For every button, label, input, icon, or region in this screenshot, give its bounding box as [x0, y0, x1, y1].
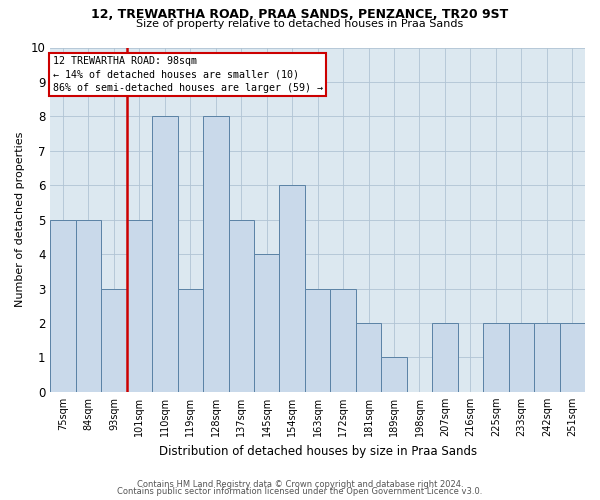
- X-axis label: Distribution of detached houses by size in Praa Sands: Distribution of detached houses by size …: [158, 444, 477, 458]
- Bar: [534, 323, 560, 392]
- Bar: [509, 323, 534, 392]
- Bar: [356, 323, 382, 392]
- Bar: [203, 116, 229, 392]
- Bar: [331, 288, 356, 392]
- Bar: [432, 323, 458, 392]
- Bar: [76, 220, 101, 392]
- Bar: [483, 323, 509, 392]
- Bar: [254, 254, 280, 392]
- Bar: [50, 220, 76, 392]
- Bar: [280, 185, 305, 392]
- Bar: [101, 288, 127, 392]
- Bar: [178, 288, 203, 392]
- Text: 12, TREWARTHA ROAD, PRAA SANDS, PENZANCE, TR20 9ST: 12, TREWARTHA ROAD, PRAA SANDS, PENZANCE…: [91, 8, 509, 20]
- Bar: [229, 220, 254, 392]
- Text: Size of property relative to detached houses in Praa Sands: Size of property relative to detached ho…: [136, 19, 464, 29]
- Bar: [305, 288, 331, 392]
- Bar: [560, 323, 585, 392]
- Bar: [152, 116, 178, 392]
- Y-axis label: Number of detached properties: Number of detached properties: [15, 132, 25, 308]
- Bar: [382, 358, 407, 392]
- Text: Contains HM Land Registry data © Crown copyright and database right 2024.: Contains HM Land Registry data © Crown c…: [137, 480, 463, 489]
- Text: Contains public sector information licensed under the Open Government Licence v3: Contains public sector information licen…: [118, 488, 482, 496]
- Text: 12 TREWARTHA ROAD: 98sqm
← 14% of detached houses are smaller (10)
86% of semi-d: 12 TREWARTHA ROAD: 98sqm ← 14% of detach…: [53, 56, 323, 92]
- Bar: [127, 220, 152, 392]
